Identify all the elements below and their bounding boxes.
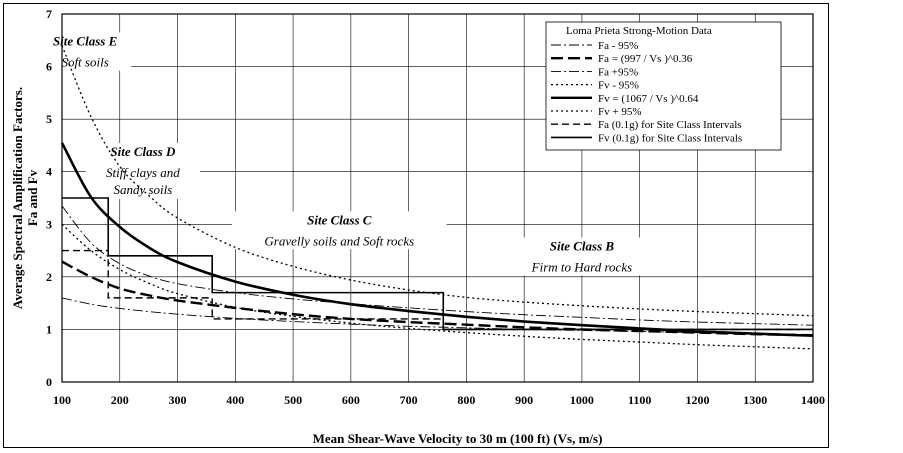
y-tick-label: 7 — [46, 7, 52, 21]
x-tick-label: 1000 — [570, 393, 594, 407]
y-tick-label: 6 — [46, 60, 52, 74]
series-line-3 — [61, 205, 814, 326]
site-class-description: Soft soils — [61, 55, 108, 70]
y-axis-label-line2: Fa and Fv — [25, 169, 40, 226]
legend-entry: Fv - 95% — [598, 80, 639, 92]
legend-entry: Fa - 95% — [598, 40, 638, 52]
x-tick-label: 1200 — [685, 393, 709, 407]
annotation-background — [514, 237, 650, 276]
site-class-annotations: Site Class E Soft soils Site Class D Stiff … — [38, 32, 650, 276]
series-line-7 — [62, 249, 813, 331]
x-tick-label: 1300 — [743, 393, 767, 407]
site-class-description: Sandy soils — [113, 182, 172, 197]
y-tick-label: 2 — [46, 270, 52, 284]
legend-entry: Fa = (997 / Vs )^0.36 — [598, 53, 693, 65]
x-tick-label: 1100 — [628, 393, 651, 407]
series-line-4 — [61, 223, 814, 350]
site-class-title: Site Class E — [53, 34, 118, 49]
x-tick-label: 1400 — [801, 393, 825, 407]
site-class-title: Site Class C — [307, 212, 372, 227]
legend-entry: Fa +95% — [598, 66, 638, 78]
x-tick-label: 200 — [111, 393, 129, 407]
y-axis-label-line1: Average Spectral Amplification Factors. — [10, 87, 25, 309]
site-class-title: Site Class D — [110, 144, 176, 159]
x-tick-label: 500 — [284, 393, 302, 407]
x-tick-label: 300 — [169, 393, 187, 407]
y-tick-label: 1 — [46, 322, 52, 336]
legend-box — [545, 21, 782, 151]
x-tick-label: 900 — [515, 393, 533, 407]
x-tick-label: 600 — [342, 393, 360, 407]
site-class-description: Stiff clays and — [106, 165, 180, 180]
y-tick-label: 3 — [46, 217, 52, 231]
legend-entry: Fv + 95% — [598, 106, 641, 118]
y-tick-label: 5 — [46, 112, 52, 126]
legend-title: Loma Prieta Strong-Motion Data — [566, 25, 712, 37]
annotation-background — [85, 142, 200, 199]
legend-entry: Fv = (1067 / Vs )^0.64 — [598, 93, 699, 105]
y-tick-label: 0 — [46, 375, 52, 389]
x-tick-label: 400 — [226, 393, 244, 407]
series-line-8 — [62, 197, 813, 331]
series-line-2 — [61, 260, 814, 337]
x-tick-label: 100 — [53, 393, 71, 407]
y-tick-labels: 0 1 2 3 4 5 6 7 — [46, 7, 52, 389]
plot-area-border — [61, 13, 814, 383]
legend-entry: Fv (0.1g) for Site Class Intervals — [598, 132, 742, 144]
legend-entry: Fa (0.1g) for Site Class Intervals — [598, 119, 742, 131]
x-tick-label: 700 — [400, 393, 418, 407]
annotation-background — [38, 32, 132, 71]
annotation-background — [231, 211, 447, 250]
x-tick-labels: 100 200 300 400 500 600 700 800 900 1000 1100 1200 1… — [53, 393, 825, 407]
site-class-description: Firm to Hard rocks — [531, 260, 633, 275]
x-tick-label: 800 — [457, 393, 475, 407]
series-lines — [60, 45, 814, 350]
y-tick-label: 4 — [46, 165, 52, 179]
x-axis-label: Mean Shear-Wave Velocity to 30 m (100 ft… — [313, 431, 603, 446]
site-class-title: Site Class B — [550, 239, 615, 254]
site-class-description: Gravelly soils and Soft rocks — [264, 233, 414, 248]
